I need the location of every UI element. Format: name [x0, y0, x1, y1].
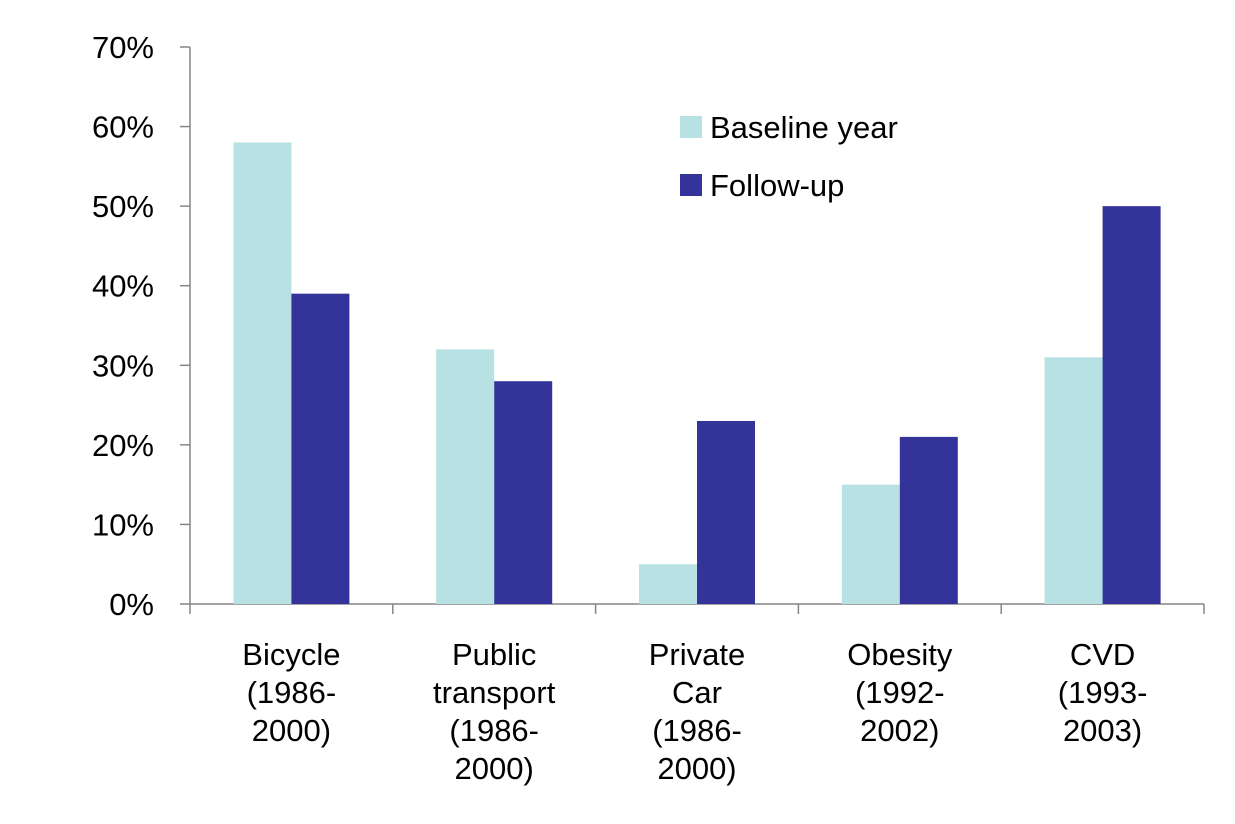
y-tick-label: 70%	[92, 30, 154, 65]
x-category-label: Public transport (1986-2000)	[433, 637, 556, 786]
y-tick-label: 20%	[92, 428, 154, 463]
bar-baseline	[639, 564, 697, 604]
y-axis-ticks: 0% 10% 20% 30% 40% 50% 60% 70%	[92, 30, 190, 622]
legend-label: Follow-up	[710, 168, 844, 203]
y-tick-label: 40%	[92, 269, 154, 304]
x-category-label: CVD (1993-2003)	[1058, 637, 1148, 748]
legend-swatch	[680, 116, 702, 138]
bar-baseline	[436, 349, 495, 604]
legend: Baseline year Follow-up	[680, 110, 898, 203]
legend-swatch	[680, 174, 702, 196]
y-tick-label: 60%	[92, 110, 154, 145]
y-tick-label: 0%	[109, 587, 154, 622]
x-category-label: Obesity (1992-2002)	[847, 637, 953, 748]
y-tick-label: 50%	[92, 189, 154, 224]
x-category-label: Private Car (1986-2000)	[649, 637, 745, 786]
bar-follow-up	[899, 436, 958, 604]
bar-baseline	[841, 484, 900, 604]
x-category-label: Bicycle (1986-2000)	[242, 637, 340, 748]
bar-follow-up	[494, 381, 553, 604]
bar-follow-up	[1102, 206, 1161, 604]
bar-baseline	[1044, 357, 1103, 604]
bar-baseline	[233, 142, 292, 604]
legend-label: Baseline year	[710, 110, 898, 145]
y-tick-label: 30%	[92, 348, 154, 383]
bar-follow-up	[291, 293, 350, 604]
bars	[233, 142, 1161, 604]
x-axis-labels: Bicycle (1986-2000) Public transport (1986-2…	[242, 637, 1147, 786]
bar-follow-up	[697, 420, 755, 604]
y-tick-label: 10%	[92, 507, 154, 542]
